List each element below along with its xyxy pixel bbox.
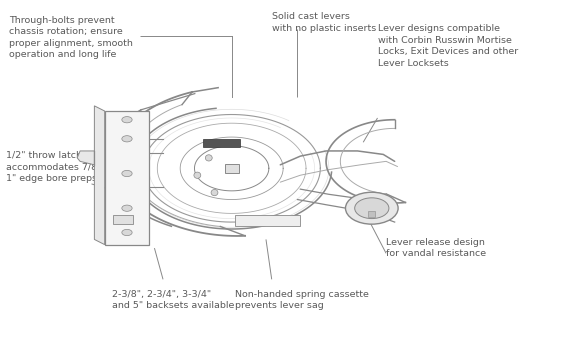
Text: Solid cast levers
with no plastic inserts: Solid cast levers with no plastic insert… (272, 12, 376, 33)
Text: 1/2" throw latchbolt
accommodates 7/8" and
1" edge bore preps: 1/2" throw latchbolt accommodates 7/8" a… (6, 151, 122, 183)
Text: Non-handed spring cassette
prevents lever sag: Non-handed spring cassette prevents leve… (235, 290, 368, 310)
Text: Lever designs compatible
with Corbin Russwin Mortise
Locks, Exit Devices and oth: Lever designs compatible with Corbin Rus… (378, 24, 518, 68)
Circle shape (355, 198, 389, 219)
Circle shape (122, 229, 132, 236)
FancyBboxPatch shape (105, 111, 149, 245)
Circle shape (122, 136, 132, 142)
Text: Lever release design
for vandal resistance: Lever release design for vandal resistan… (386, 238, 486, 258)
Polygon shape (77, 151, 94, 165)
Polygon shape (94, 106, 105, 245)
Bar (203, 139, 240, 147)
Bar (235, 215, 300, 226)
Bar (113, 215, 133, 224)
Circle shape (122, 170, 132, 177)
Ellipse shape (211, 189, 218, 196)
Circle shape (122, 205, 132, 211)
Ellipse shape (194, 172, 201, 178)
Text: 2-3/8", 2-3/4", 3-3/4"
and 5" backsets available: 2-3/8", 2-3/4", 3-3/4" and 5" backsets a… (112, 290, 234, 310)
Bar (368, 211, 375, 217)
Circle shape (345, 192, 398, 224)
Text: Through-bolts prevent
chassis rotation; ensure
proper alignment, smooth
operatio: Through-bolts prevent chassis rotation; … (9, 16, 133, 59)
Bar (224, 164, 239, 173)
Circle shape (122, 117, 132, 123)
Ellipse shape (205, 155, 212, 161)
